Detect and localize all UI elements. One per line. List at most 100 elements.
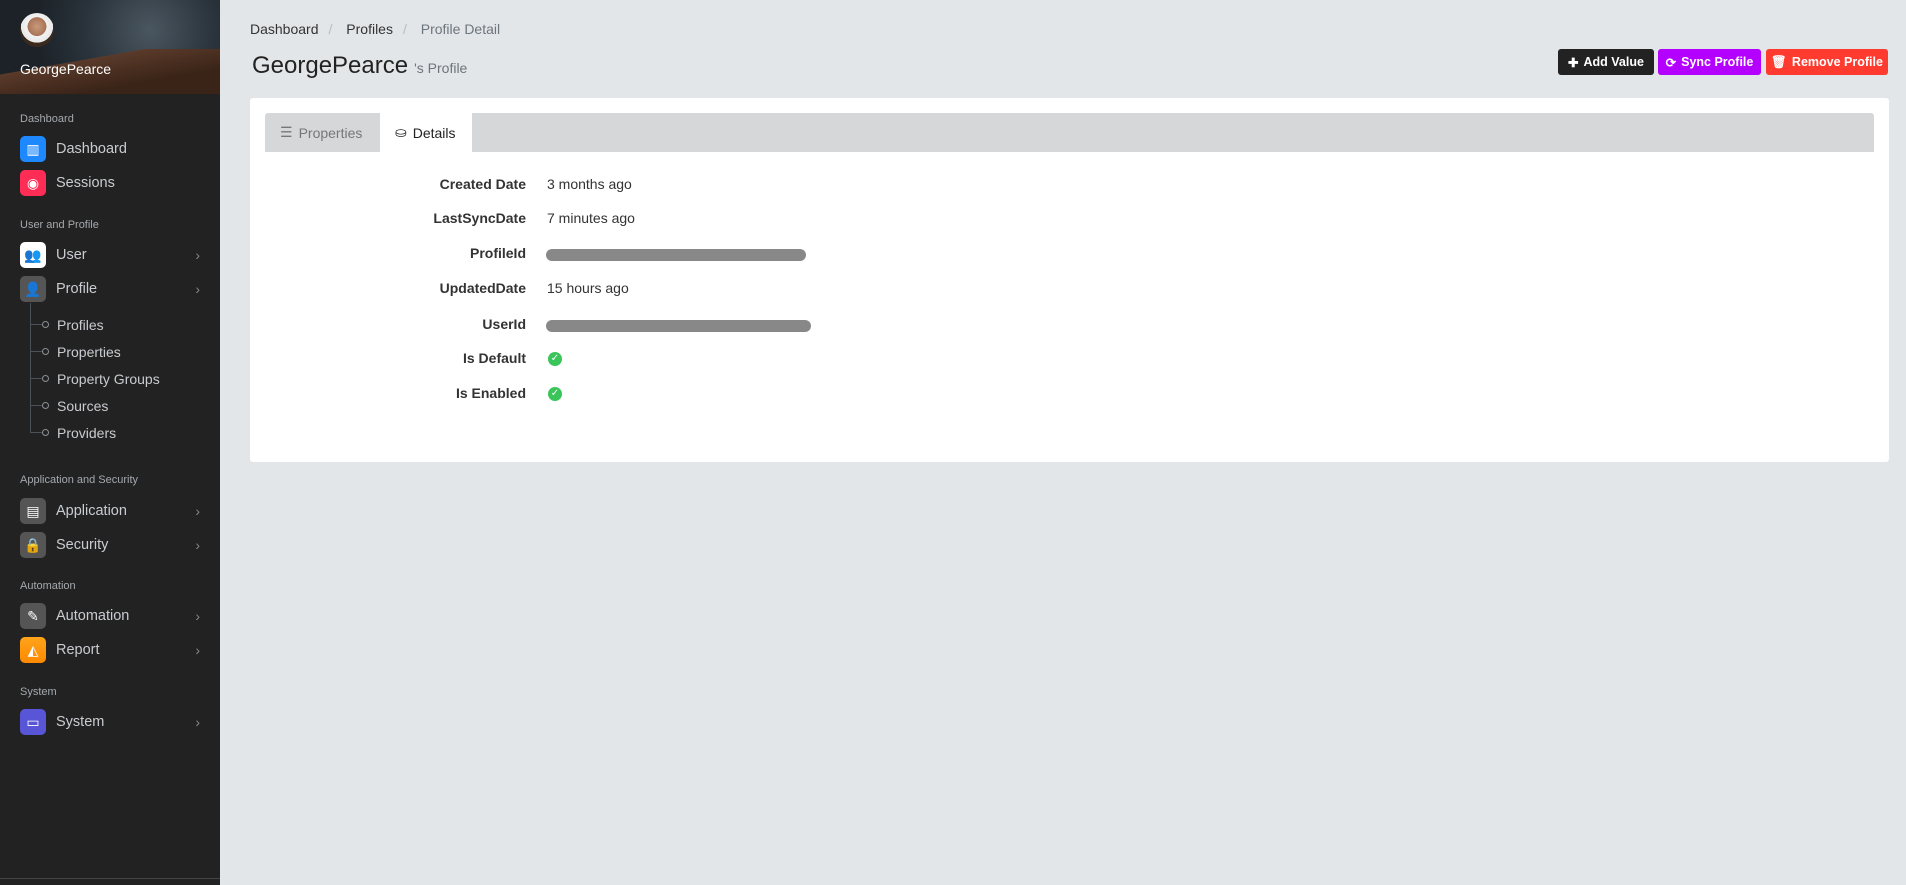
tree-node bbox=[30, 375, 49, 382]
section-app-security: Application and Security bbox=[20, 474, 139, 486]
tab-bar: ☰ Properties ⛀ Details bbox=[265, 113, 1874, 152]
detail-label: ProfileId bbox=[469, 245, 526, 261]
chevron-right-icon: › bbox=[195, 247, 200, 263]
tab-properties[interactable]: ☰ Properties bbox=[265, 113, 380, 152]
trash-icon: 🗑 bbox=[1771, 54, 1787, 69]
sidebar-item-dashboard[interactable]: ▥ Dashboard bbox=[20, 135, 200, 163]
sidebar-item-automation[interactable]: ✎ Automation › bbox=[20, 602, 200, 630]
chevron-right-icon: › bbox=[195, 714, 200, 730]
detail-row: ProfileId bbox=[250, 245, 1250, 265]
sidebar-item-sessions[interactable]: ◉ Sessions bbox=[20, 169, 200, 197]
label: Remove Profile bbox=[1791, 55, 1883, 69]
label: Application bbox=[56, 503, 127, 519]
breadcrumb-dashboard[interactable]: Dashboard bbox=[250, 21, 319, 37]
breadcrumb: Dashboard / Profiles / Profile Detail bbox=[250, 21, 500, 37]
avatar[interactable] bbox=[20, 13, 54, 47]
label: Sessions bbox=[56, 175, 115, 191]
profile-card: ☰ Properties ⛀ Details Created Date 3 month… bbox=[250, 98, 1889, 462]
tab-details[interactable]: ⛀ Details bbox=[380, 113, 472, 152]
detail-row: UpdatedDate 15 hours ago bbox=[250, 280, 1250, 300]
sidebar-subitem-property-groups[interactable]: Property Groups bbox=[57, 371, 160, 387]
breadcrumb-current: Profile Detail bbox=[420, 21, 501, 37]
section-dashboard: Dashboard bbox=[20, 113, 74, 125]
area-chart-icon: ◭ bbox=[20, 637, 46, 663]
sidebar: GeorgePearce Dashboard ▥ Dashboard ◉ Sessi… bbox=[0, 0, 220, 885]
check-circle-icon: ✓ bbox=[548, 352, 562, 366]
sidebar-subitem-sources[interactable]: Sources bbox=[57, 398, 109, 414]
detail-label: Is Enabled bbox=[455, 385, 526, 401]
page-title: GeorgePearce 's Profile bbox=[252, 52, 467, 80]
title-suffix: 's Profile bbox=[414, 60, 468, 76]
inbox-icon: ⛀ bbox=[395, 124, 407, 140]
tree-node bbox=[30, 348, 49, 355]
plus-icon: ✚ bbox=[1568, 55, 1579, 70]
detail-row: Is Enabled ✓ bbox=[250, 385, 1250, 405]
sync-icon: ⟳ bbox=[1665, 55, 1677, 70]
tree-node bbox=[30, 321, 49, 328]
detail-label: Is Default bbox=[462, 350, 526, 366]
chevron-right-icon: › bbox=[195, 281, 200, 297]
label: Profile bbox=[56, 281, 98, 297]
header-background bbox=[0, 49, 220, 94]
label: Security bbox=[56, 537, 109, 553]
label: Automation bbox=[56, 608, 130, 624]
label: Details bbox=[412, 124, 456, 141]
detail-row: LastSyncDate 7 minutes ago bbox=[250, 210, 1250, 230]
detail-value: 15 hours ago bbox=[547, 280, 629, 296]
breadcrumb-profiles[interactable]: Profiles bbox=[346, 21, 393, 37]
check-circle-icon: ✓ bbox=[548, 387, 562, 401]
list-icon: ☰ bbox=[280, 124, 293, 140]
redacted-value bbox=[546, 249, 806, 261]
monitor-icon: ▭ bbox=[20, 709, 46, 735]
tree-line bbox=[30, 303, 31, 433]
label: Add Value bbox=[1583, 55, 1644, 69]
archive-icon: ▤ bbox=[20, 498, 46, 524]
detail-row: UserId bbox=[250, 316, 1250, 336]
sidebar-item-security[interactable]: 🔒 Security › bbox=[20, 531, 200, 559]
chevron-right-icon: › bbox=[195, 608, 200, 624]
lock-icon: 🔒 bbox=[20, 532, 46, 558]
section-automation: Automation bbox=[20, 580, 76, 592]
sidebar-subitem-providers[interactable]: Providers bbox=[57, 425, 117, 441]
detail-row: Is Default ✓ bbox=[250, 350, 1250, 370]
separator: / bbox=[402, 21, 407, 37]
remove-profile-button[interactable]: 🗑 Remove Profile bbox=[1766, 49, 1888, 75]
sidebar-item-user[interactable]: 👥 User › bbox=[20, 241, 200, 269]
detail-label: LastSyncDate bbox=[433, 210, 526, 226]
chevron-right-icon: › bbox=[195, 537, 200, 553]
divider bbox=[0, 878, 220, 879]
label: Properties bbox=[298, 124, 363, 141]
label: Sync Profile bbox=[1681, 55, 1754, 69]
label: Report bbox=[56, 642, 100, 658]
tree-node bbox=[30, 402, 49, 409]
section-user-profile: User and Profile bbox=[20, 219, 99, 231]
redacted-value bbox=[546, 320, 811, 332]
sync-profile-button[interactable]: ⟳ Sync Profile bbox=[1658, 49, 1761, 75]
user-icon: 👤 bbox=[20, 276, 46, 302]
sidebar-item-system[interactable]: ▭ System › bbox=[20, 708, 200, 736]
section-system: System bbox=[20, 686, 57, 698]
detail-label: UpdatedDate bbox=[439, 280, 526, 296]
sidebar-item-application[interactable]: ▤ Application › bbox=[20, 497, 200, 525]
sidebar-item-report[interactable]: ◭ Report › bbox=[20, 636, 200, 664]
record-icon: ◉ bbox=[20, 170, 46, 196]
add-value-button[interactable]: ✚ Add Value bbox=[1558, 49, 1654, 75]
detail-row: Created Date 3 months ago bbox=[250, 176, 1250, 196]
sidebar-subitem-profiles[interactable]: Profiles bbox=[57, 317, 104, 333]
detail-value: 3 months ago bbox=[547, 176, 632, 192]
label: System bbox=[56, 714, 105, 730]
label: User bbox=[56, 247, 87, 263]
magic-wand-icon: ✎ bbox=[20, 603, 46, 629]
detail-value: 7 minutes ago bbox=[547, 210, 635, 226]
tree-node bbox=[30, 429, 49, 436]
detail-label: UserId bbox=[482, 316, 526, 332]
users-icon: 👥 bbox=[20, 242, 46, 268]
chart-icon: ▥ bbox=[20, 136, 46, 162]
username: GeorgePearce bbox=[20, 61, 112, 77]
sidebar-subitem-properties[interactable]: Properties bbox=[57, 344, 121, 360]
chevron-right-icon: › bbox=[195, 642, 200, 658]
detail-label: Created Date bbox=[439, 176, 526, 192]
chevron-right-icon: › bbox=[195, 503, 200, 519]
sidebar-item-profile[interactable]: 👤 Profile › bbox=[20, 275, 200, 303]
sidebar-header: GeorgePearce bbox=[0, 0, 220, 94]
